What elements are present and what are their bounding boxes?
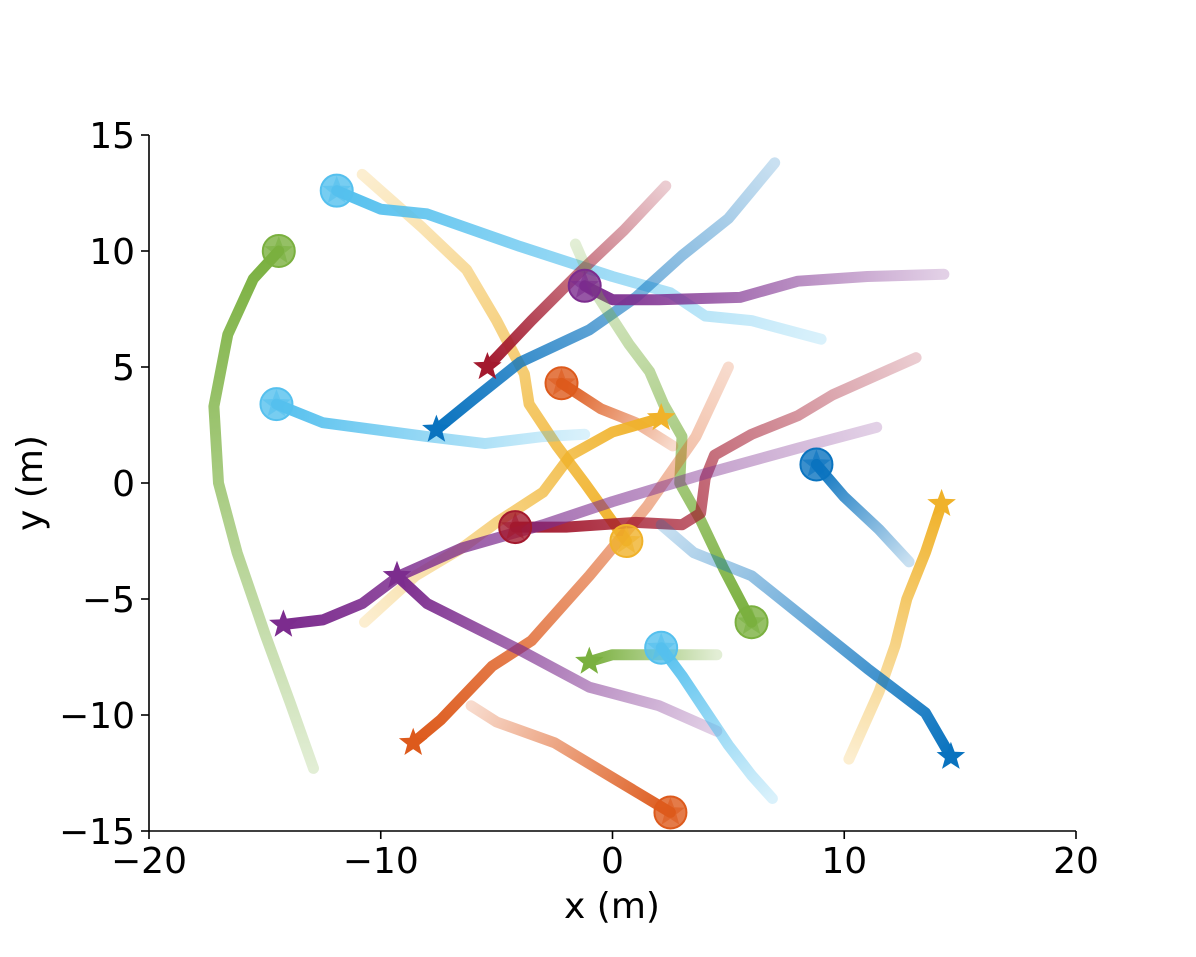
trajectory-line xyxy=(391,570,723,737)
trajectory-star-marker xyxy=(646,403,676,431)
y-tick-label: 0 xyxy=(112,464,135,505)
trajectory-star-marker xyxy=(422,414,451,442)
trajectory-star-marker xyxy=(575,646,604,674)
y-tick-label: 5 xyxy=(112,348,135,389)
trajectory-line xyxy=(843,498,948,765)
trajectory-star-marker xyxy=(646,632,676,660)
trajectory-star-marker xyxy=(802,449,831,477)
x-axis-label: x (m) xyxy=(564,886,660,927)
y-tick-label: −10 xyxy=(59,696,135,737)
trajectory-star-marker xyxy=(570,270,599,298)
trajectory-line xyxy=(465,700,676,818)
trajectory-line xyxy=(655,642,778,804)
trajectory-star-marker xyxy=(547,368,576,396)
trajectory-star-marker xyxy=(398,727,428,755)
trajectory-line xyxy=(579,268,950,306)
trajectory-star-marker xyxy=(927,488,956,516)
trajectory-star-marker xyxy=(737,607,766,635)
trajectory-star-marker xyxy=(322,175,351,203)
trajectories-layer xyxy=(208,157,957,818)
trajectory-line xyxy=(655,519,957,763)
trajectory-star-marker xyxy=(382,560,412,588)
axes: −20 −10 0 10 20 −15 −10 −5 0 5 10 15 x (m) y (m) xyxy=(10,116,1099,927)
y-tick-label: 10 xyxy=(89,232,135,273)
x-tick-label: −10 xyxy=(343,841,419,882)
y-tick-label: −15 xyxy=(59,812,135,853)
trajectory-star-marker xyxy=(264,236,293,264)
y-axis-label: y (m) xyxy=(10,435,51,531)
trajectory-line xyxy=(331,185,827,345)
trajectory-star-marker xyxy=(269,609,298,637)
markers-layer xyxy=(259,173,966,830)
y-ticks: −15 −10 −5 0 5 10 15 xyxy=(59,116,149,853)
trajectory-line xyxy=(208,245,319,774)
trajectory-line xyxy=(569,238,758,628)
x-ticks: −20 −10 0 10 20 xyxy=(111,831,1099,882)
x-tick-label: −20 xyxy=(111,841,187,882)
trajectory-line xyxy=(556,377,679,452)
y-tick-label: 15 xyxy=(89,116,135,157)
trajectory-star-marker xyxy=(473,352,502,380)
trajectory-line xyxy=(810,458,915,568)
trajectory-star-marker xyxy=(612,526,641,554)
trajectory-star-marker xyxy=(656,797,685,825)
trajectory-star-marker xyxy=(936,741,966,769)
trajectory-line xyxy=(271,398,591,450)
trajectory-line xyxy=(356,168,632,547)
trajectory-line xyxy=(407,361,734,749)
trajectory-star-marker xyxy=(262,389,291,417)
y-tick-label: −5 xyxy=(82,580,135,621)
trajectory-star-marker xyxy=(500,512,530,540)
x-tick-label: 10 xyxy=(821,841,867,882)
x-tick-label: 20 xyxy=(1053,841,1099,882)
x-tick-label: 0 xyxy=(601,841,624,882)
